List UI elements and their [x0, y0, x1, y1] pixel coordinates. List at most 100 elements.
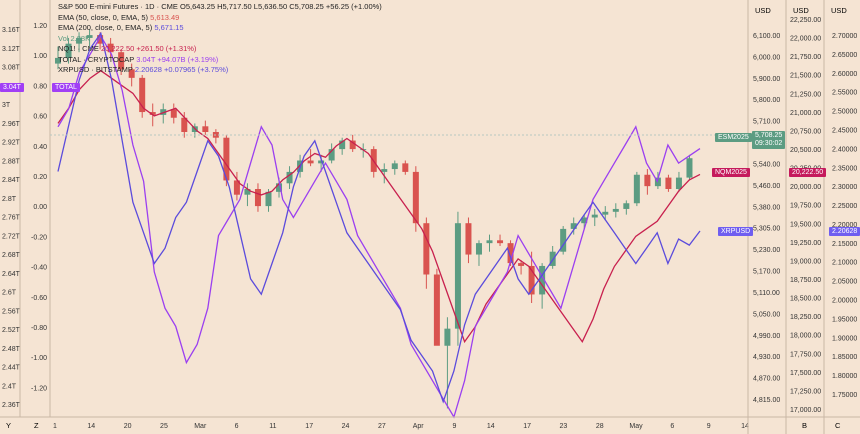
candle-body[interactable]	[202, 126, 209, 132]
candle-body[interactable]	[223, 137, 230, 181]
candle-body[interactable]	[423, 223, 430, 275]
candle-body[interactable]	[675, 177, 682, 189]
right-axes: 6,100.00 6,000.00 5,900.00 5,800.00 5,710.00…	[753, 17, 857, 414]
candle-body[interactable]	[444, 328, 451, 346]
candle-body[interactable]	[602, 211, 609, 215]
ema200-value: 5,671.15	[154, 23, 184, 32]
candle-body[interactable]	[76, 37, 83, 44]
legend-ema50[interactable]: EMA (50, close, 0, EMA, 5) 5,613.49	[58, 13, 382, 24]
es-tick: 4,870.00	[753, 376, 780, 383]
axis-b-label[interactable]: B	[802, 421, 808, 430]
candle-body[interactable]	[149, 112, 156, 115]
candle-body[interactable]	[286, 171, 293, 184]
candle-body[interactable]	[539, 265, 546, 295]
series-xrpusd[interactable]	[57, 31, 701, 404]
candle-body[interactable]	[170, 109, 177, 118]
candle-body[interactable]	[381, 169, 388, 172]
candle-body[interactable]	[475, 243, 482, 255]
usd-header-1[interactable]: USD	[755, 6, 771, 15]
candle-body[interactable]	[391, 163, 398, 170]
candle-body[interactable]	[276, 183, 283, 192]
es-tick: 6,000.00	[753, 54, 780, 61]
candle-body[interactable]	[318, 160, 325, 164]
esm-name-tag: ESM2025	[715, 133, 752, 142]
candle-body[interactable]	[349, 140, 356, 150]
candle-body[interactable]	[518, 263, 525, 266]
candle-body[interactable]	[55, 57, 61, 64]
y-axis-button[interactable]: Y	[6, 421, 12, 430]
candle-body[interactable]	[139, 77, 146, 113]
nq-tick: 19,000.00	[790, 258, 821, 265]
legend-nq[interactable]: NQ1! · CME 20,222.50 +261.50 (+1.31%)	[58, 44, 382, 55]
candle-body[interactable]	[65, 43, 72, 58]
candle-body[interactable]	[570, 223, 577, 229]
nq-tick: 17,250.00	[790, 388, 821, 395]
candle-body[interactable]	[244, 189, 251, 195]
xrp-tick: 2.00000	[832, 298, 857, 305]
candle-body[interactable]	[665, 177, 672, 189]
candle-body[interactable]	[454, 223, 461, 329]
candle-body[interactable]	[265, 191, 272, 207]
left-tick: 2.76T	[2, 215, 21, 222]
ema50-value: 5,613.49	[150, 12, 180, 22]
legend-ema200[interactable]: EMA (200, close, 0, EMA, 5) 5,671.15	[58, 23, 382, 34]
candle-body[interactable]	[328, 149, 335, 161]
candle-body[interactable]	[591, 214, 598, 218]
candle-body[interactable]	[412, 171, 419, 224]
candle-body[interactable]	[654, 177, 661, 187]
candle-body[interactable]	[528, 265, 535, 295]
candle-body[interactable]	[181, 117, 188, 132]
nq-tick: 17,500.00	[790, 370, 821, 377]
left-tick: 2.84T	[2, 177, 21, 184]
candle-body[interactable]	[633, 174, 640, 204]
xrp-name-tag: XRPUSD	[718, 227, 754, 236]
candle-body[interactable]	[97, 35, 104, 44]
xrp-tick: 1.85000	[832, 354, 857, 361]
candle-body[interactable]	[581, 217, 588, 224]
candle-body[interactable]	[507, 243, 514, 264]
candle-body[interactable]	[402, 163, 409, 172]
candle-body[interactable]	[433, 274, 440, 346]
nq-tick: 19,250.00	[790, 240, 821, 247]
series-total[interactable]	[57, 34, 701, 419]
candle-body[interactable]	[107, 43, 114, 53]
xrp-price-tag: 2.20628	[829, 227, 860, 236]
legend-total[interactable]: TOTAL · CRYPTOCAP 3.04T +94.07B (+3.19%)	[58, 55, 382, 66]
nq-tick: 22,250.00	[790, 17, 821, 24]
candle-body[interactable]	[686, 158, 693, 178]
candle-body[interactable]	[118, 52, 125, 70]
time-tick: 28	[596, 423, 604, 430]
xrp-tick: 2.25000	[832, 203, 857, 210]
candle-body[interactable]	[644, 174, 651, 187]
candle-body[interactable]	[486, 240, 493, 244]
candle-body[interactable]	[128, 69, 135, 78]
legend-volume[interactable]: Vol 2.88K	[58, 33, 91, 43]
z-axis-button[interactable]: Z	[34, 421, 39, 430]
candle-body[interactable]	[465, 223, 472, 255]
candle-body[interactable]	[497, 240, 504, 244]
candle-body[interactable]	[560, 228, 567, 252]
series-nqm2025[interactable]	[57, 69, 701, 344]
xrp-label: XRPUSD · BITSTAMP	[58, 65, 133, 74]
plot-area[interactable]	[55, 29, 701, 419]
candle-body[interactable]	[254, 189, 261, 207]
axis-c-label[interactable]: C	[835, 421, 841, 430]
candle-body[interactable]	[612, 208, 619, 212]
usd-header-2[interactable]: USD	[793, 6, 809, 15]
nq-tick: 17,750.00	[790, 351, 821, 358]
legend-xrp[interactable]: XRPUSD · BITSTAMP 2.20628 +0.07965 (+3.7…	[58, 65, 382, 76]
candle-body[interactable]	[623, 203, 630, 209]
candle-body[interactable]	[233, 180, 240, 195]
es-tick: 4,990.00	[753, 333, 780, 340]
legend-main-symbol[interactable]: S&P 500 E-mini Futures · 1D · CME O5,643…	[58, 2, 382, 11]
nq-tick: 20,000.00	[790, 184, 821, 191]
xrp-tick: 2.65000	[832, 52, 857, 59]
candle-body[interactable]	[339, 140, 346, 150]
candle-body[interactable]	[86, 35, 93, 38]
left-tick: 2.6T	[2, 290, 17, 297]
nq-tick: 18,500.00	[790, 296, 821, 303]
candle-body[interactable]	[307, 160, 314, 164]
usd-header-3[interactable]: USD	[831, 6, 847, 15]
candle-body[interactable]	[549, 251, 556, 266]
